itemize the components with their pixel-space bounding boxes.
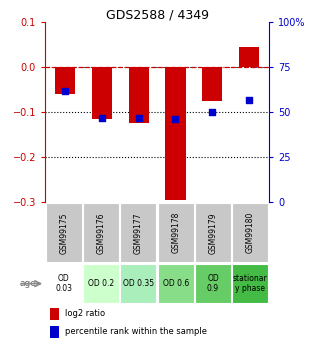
Text: percentile rank within the sample: percentile rank within the sample: [65, 327, 207, 336]
Bar: [129, 67, 149, 124]
Text: GSM99179: GSM99179: [209, 212, 217, 254]
Bar: [158, 264, 194, 303]
Bar: [49, 326, 58, 338]
Text: GSM99175: GSM99175: [59, 212, 68, 254]
Text: OD 0.2: OD 0.2: [88, 279, 114, 288]
Text: OD
0.9: OD 0.9: [207, 274, 219, 293]
Bar: [92, 67, 112, 119]
Bar: [120, 203, 156, 262]
Bar: [49, 307, 58, 319]
Text: GSM99176: GSM99176: [97, 212, 105, 254]
Point: [63, 88, 68, 93]
Point: [246, 97, 251, 102]
Text: OD 0.35: OD 0.35: [123, 279, 154, 288]
Bar: [120, 264, 156, 303]
Text: GSM99177: GSM99177: [134, 212, 143, 254]
Bar: [83, 203, 119, 262]
Text: GSM99178: GSM99178: [171, 212, 180, 254]
Bar: [158, 203, 194, 262]
Point: [136, 115, 141, 120]
Text: log2 ratio: log2 ratio: [65, 309, 105, 318]
Bar: [55, 67, 75, 94]
Bar: [232, 264, 268, 303]
Bar: [46, 203, 82, 262]
Point: [100, 115, 104, 120]
Bar: [46, 264, 82, 303]
Point: [210, 109, 215, 115]
Text: stationar
y phase: stationar y phase: [233, 274, 268, 293]
Bar: [239, 47, 259, 67]
Bar: [83, 264, 119, 303]
Text: OD
0.03: OD 0.03: [55, 274, 72, 293]
Bar: [195, 203, 231, 262]
Bar: [165, 67, 185, 200]
Text: OD 0.6: OD 0.6: [163, 279, 189, 288]
Bar: [195, 264, 231, 303]
Point: [173, 117, 178, 122]
Text: GSM99180: GSM99180: [246, 212, 255, 254]
Title: GDS2588 / 4349: GDS2588 / 4349: [105, 8, 209, 21]
Bar: [232, 203, 268, 262]
Text: age: age: [19, 279, 36, 288]
Bar: [202, 67, 222, 101]
